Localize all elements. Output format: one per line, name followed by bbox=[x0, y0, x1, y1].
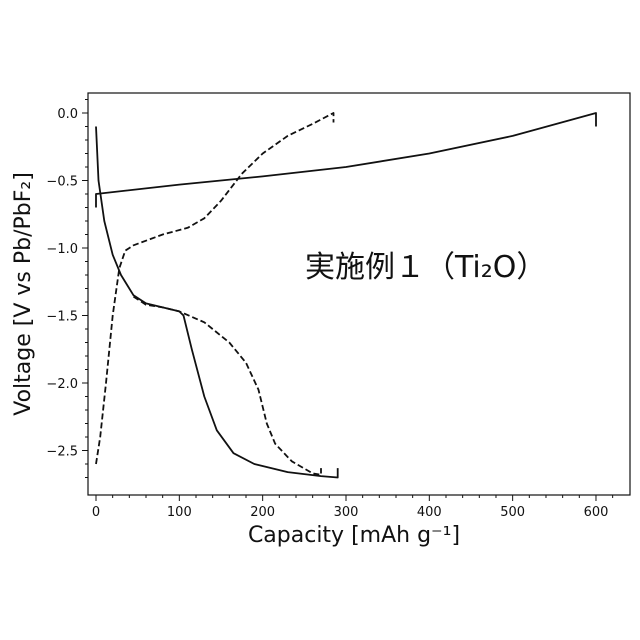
y-tick-label: −2.5 bbox=[46, 445, 78, 460]
x-tick-label: 600 bbox=[584, 505, 609, 520]
x-axis-label: Capacity [mAh g⁻¹] bbox=[248, 523, 460, 548]
y-tick-label: 0.0 bbox=[57, 107, 78, 122]
x-tick-label: 100 bbox=[167, 505, 192, 520]
y-tick-label: −2.0 bbox=[46, 377, 78, 392]
y-tick-label: −1.5 bbox=[46, 310, 78, 325]
x-tick-label: 400 bbox=[417, 505, 442, 520]
x-tick-label: 300 bbox=[334, 505, 359, 520]
y-tick-label: −0.5 bbox=[46, 175, 78, 190]
plot-frame bbox=[88, 93, 630, 495]
y-axis-label: Voltage [V vs Pb/PbF₂] bbox=[11, 172, 36, 416]
y-tick-label: −1.0 bbox=[46, 242, 78, 257]
series-cycle-b-discharge bbox=[134, 297, 322, 475]
x-tick-label: 0 bbox=[92, 505, 100, 520]
x-tick-label: 500 bbox=[500, 505, 525, 520]
series-cycle-a-discharge bbox=[96, 127, 338, 478]
chart: 0 100 200 300 400 500 600 0.0 −0.5 −1.0 −1.5 −2.0 −2… bbox=[0, 0, 640, 640]
series-cycle-b-charge bbox=[96, 113, 334, 464]
series-cycle-a-charge bbox=[96, 113, 596, 208]
x-tick-label: 200 bbox=[250, 505, 275, 520]
annotation: 実施例１（Ti₂O） bbox=[305, 250, 546, 285]
